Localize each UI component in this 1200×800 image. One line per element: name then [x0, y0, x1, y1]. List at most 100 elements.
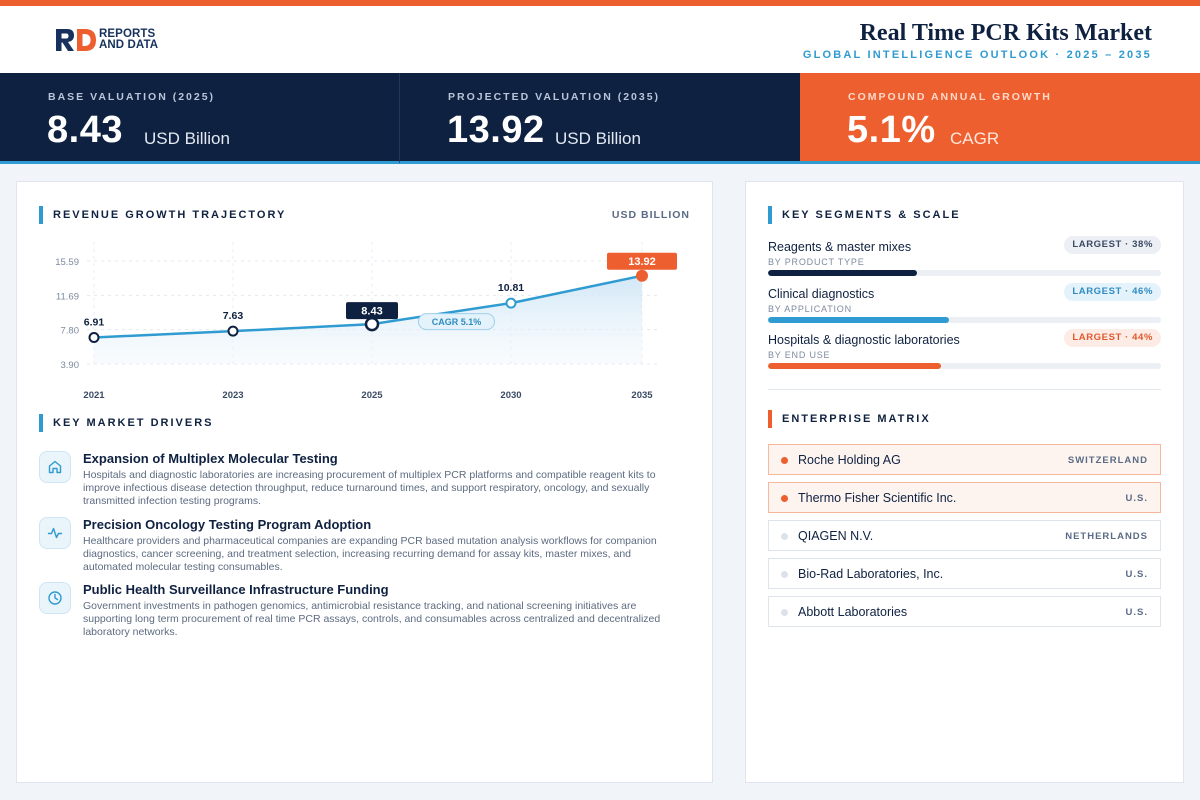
driver-title: Public Health Surveillance Infrastructur…	[83, 582, 389, 597]
kpi-value: 5.1%	[847, 109, 936, 151]
value-label: 6.91	[84, 316, 105, 328]
segment-name: Reagents & master mixes	[768, 240, 912, 254]
section-accent-bar	[768, 410, 772, 428]
page-header: REPORTS AND DATA Real Time PCR Kits Mark…	[0, 6, 1200, 73]
section-title: REVENUE GROWTH TRAJECTORY	[53, 209, 287, 221]
driver-description: Government investments in pathogen genom…	[83, 600, 661, 638]
segment-bar-track	[768, 270, 1161, 276]
y-tick-label: 3.90	[61, 360, 80, 371]
enterprise-row-thermo-fisher[interactable]: Thermo Fisher Scientific Inc. U.S.	[768, 482, 1161, 513]
segment-category: BY PRODUCT TYPE	[768, 257, 865, 267]
kpi-base-valuation: BASE VALUATION (2025) 8.43 USD Billion	[0, 73, 399, 164]
segment-bar-track	[768, 363, 1161, 369]
value-label-box	[607, 252, 677, 270]
segment-category: BY END USE	[768, 350, 831, 360]
brand-logo: REPORTS AND DATA	[55, 28, 158, 52]
clock-icon	[39, 582, 71, 614]
enterprise-row-abbott[interactable]: Abbott Laboratories U.S.	[768, 596, 1161, 627]
kpi-label: PROJECTED VALUATION (2035)	[448, 91, 661, 103]
segment-bar-fill	[768, 317, 949, 323]
section-accent-bar	[39, 414, 43, 432]
enterprise-row-bio-rad[interactable]: Bio-Rad Laboratories, Inc. U.S.	[768, 558, 1161, 589]
segments-section-header: KEY SEGMENTS & SCALE	[768, 206, 961, 224]
bullet-dot-icon	[781, 495, 788, 502]
data-point	[227, 325, 239, 337]
logo-text-line1: REPORTS	[99, 28, 156, 40]
x-tick-label: 2021	[83, 390, 105, 401]
segment-category: BY APPLICATION	[768, 304, 852, 314]
section-title: ENTERPRISE MATRIX	[782, 413, 931, 425]
kpi-band: BASE VALUATION (2025) 8.43 USD Billion P…	[0, 73, 1200, 164]
driver-description: Healthcare providers and pharmaceutical …	[83, 535, 657, 573]
segment-bar-track	[768, 317, 1161, 323]
kpi-value: 8.43	[47, 109, 123, 151]
drivers-section-header: KEY MARKET DRIVERS	[39, 414, 213, 432]
home-icon	[39, 451, 71, 483]
enterprise-name: Abbott Laboratories	[798, 605, 908, 619]
logo-text-line2: AND DATA	[99, 39, 159, 51]
segment-badge: LARGEST · 44%	[1064, 329, 1161, 347]
driver-title: Precision Oncology Testing Program Adopt…	[83, 517, 372, 532]
segment-bar-fill	[768, 363, 941, 369]
enterprise-row-roche[interactable]: Roche Holding AG SWITZERLAND	[768, 444, 1161, 475]
enterprise-name: Roche Holding AG	[798, 453, 901, 467]
cagr-annotation-pill	[418, 313, 495, 331]
revenue-section-header: REVENUE GROWTH TRAJECTORY	[39, 206, 286, 224]
kpi-projected-valuation: PROJECTED VALUATION (2035) 13.92 USD Bil…	[399, 73, 800, 164]
value-label: 8.43	[361, 306, 382, 318]
kpi-unit: CAGR	[950, 129, 1000, 148]
enterprise-name: QIAGEN N.V.	[798, 529, 874, 543]
enterprise-country: U.S.	[1125, 569, 1148, 580]
enterprise-country: SWITZERLAND	[1067, 455, 1148, 466]
segment-badge: LARGEST · 38%	[1064, 236, 1161, 254]
section-divider	[768, 389, 1161, 390]
driver-description: Hospitals and diagnostic laboratories ar…	[83, 469, 656, 507]
activity-icon	[39, 517, 71, 549]
section-accent-bar	[768, 206, 772, 224]
kpi-label: COMPOUND ANNUAL GROWTH	[848, 91, 1052, 103]
value-label: 7.63	[223, 310, 244, 322]
section-title: KEY SEGMENTS & SCALE	[782, 209, 961, 221]
top-accent-bar	[0, 0, 1200, 6]
y-tick-label: 15.59	[55, 257, 79, 268]
segment-bar-fill	[768, 270, 918, 276]
page-title: Real Time PCR Kits Market	[859, 20, 1152, 46]
driver-title: Expansion of Multiplex Molecular Testing	[83, 451, 338, 466]
enterprise-country: NETHERLANDS	[1065, 531, 1148, 542]
section-accent-bar	[39, 206, 43, 224]
bullet-dot-icon	[781, 533, 788, 540]
left-panel: REVENUE GROWTH TRAJECTORY USD BILLION 15…	[16, 181, 713, 783]
value-label: 10.81	[498, 282, 524, 294]
x-tick-label: 2035	[631, 390, 653, 401]
segment-name: Clinical diagnostics	[768, 287, 875, 301]
x-tick-label: 2030	[500, 390, 521, 401]
data-point	[88, 331, 100, 343]
segment-badge: LARGEST · 46%	[1064, 283, 1161, 301]
cagr-annotation-label: CAGR 5.1%	[432, 317, 482, 327]
x-tick-label: 2025	[361, 390, 383, 401]
chart-unit-label: USD BILLION	[611, 209, 690, 221]
section-title: KEY MARKET DRIVERS	[53, 417, 214, 429]
enterprise-name: Bio-Rad Laboratories, Inc.	[798, 567, 944, 581]
logo-mark-icon	[55, 28, 97, 52]
y-tick-label: 11.69	[56, 291, 79, 302]
enterprise-section-header: ENTERPRISE MATRIX	[768, 410, 931, 428]
y-tick-label: 7.80	[61, 326, 80, 337]
revenue-chart: 15.59 11.69 7.80 3.90 CAGR 5.1% 6.91 7.63 8.4…	[55, 242, 677, 401]
data-point	[505, 297, 517, 309]
enterprise-country: U.S.	[1125, 607, 1148, 618]
kpi-value: 13.92	[447, 109, 545, 151]
kpi-unit: USD Billion	[144, 129, 230, 148]
bullet-dot-icon	[781, 457, 788, 464]
right-panel: KEY SEGMENTS & SCALE Reagents & master m…	[745, 181, 1184, 783]
enterprise-country: U.S.	[1125, 493, 1148, 504]
page-subtitle: GLOBAL INTELLIGENCE OUTLOOK · 2025 – 203…	[802, 49, 1152, 61]
segment-name: Hospitals & diagnostic laboratories	[768, 333, 960, 347]
data-point	[364, 316, 380, 332]
enterprise-name: Thermo Fisher Scientific Inc.	[798, 491, 957, 505]
kpi-label: BASE VALUATION (2025)	[48, 91, 216, 103]
bullet-dot-icon	[781, 571, 788, 578]
chart-area-fill	[94, 275, 642, 364]
value-label-box	[346, 302, 398, 320]
enterprise-row-qiagen[interactable]: QIAGEN N.V. NETHERLANDS	[768, 520, 1161, 551]
